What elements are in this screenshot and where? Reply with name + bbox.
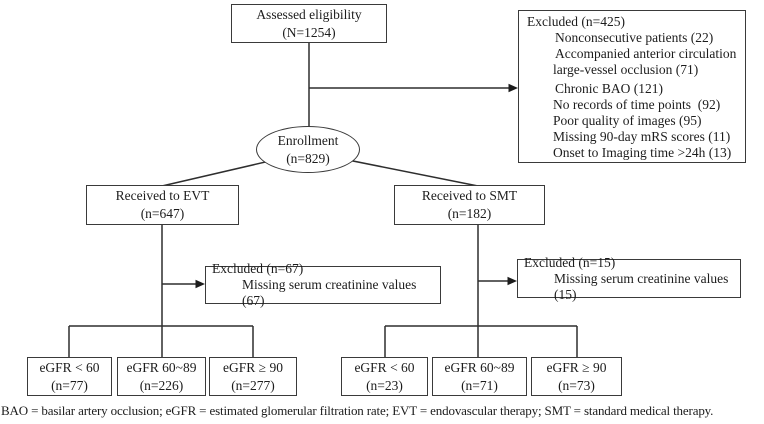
node-received-evt: Received to EVT (n=647) bbox=[86, 185, 239, 225]
smt-title: Received to SMT bbox=[421, 188, 518, 204]
egfr-label: eGFR ≥ 90 bbox=[546, 359, 607, 375]
egfr-count: (n=23) bbox=[366, 377, 403, 393]
egfr-count: (n=77) bbox=[51, 377, 88, 393]
assessed-title: Assessed eligibility bbox=[256, 6, 362, 22]
excluded-screening-title: Excluded (n=425) bbox=[527, 14, 625, 29]
excluded-screening-reason: Accompanied anterior circulation bbox=[555, 46, 737, 61]
assessed-count: (N=1254) bbox=[282, 24, 336, 40]
smt-count: (n=182) bbox=[447, 206, 492, 221]
arrowhead-excluded-screening bbox=[508, 83, 518, 93]
node-egfr-60-89-evt: eGFR 60~89 (n=226) bbox=[117, 357, 206, 396]
egfr-label: eGFR ≥ 90 bbox=[223, 359, 283, 375]
excluded-screening-reason: Nonconsecutive patients (22) bbox=[555, 30, 714, 45]
egfr-label: eGFR < 60 bbox=[354, 359, 415, 375]
egfr-count: (n=71) bbox=[461, 377, 498, 393]
egfr-count: (n=73) bbox=[558, 377, 595, 393]
node-excluded-evt: Excluded (n=67) Missing serum creatinine… bbox=[205, 261, 441, 308]
excluded-screening-reason: large-vessel occlusion (71) bbox=[553, 62, 699, 77]
excluded-screening-reason: Onset to Imaging time >24h (13) bbox=[553, 145, 732, 160]
node-egfr-lt60-smt: eGFR < 60 (n=23) bbox=[341, 357, 428, 396]
egfr-count: (n=226) bbox=[139, 377, 184, 393]
excluded-screening-reason: Chronic BAO (121) bbox=[555, 81, 663, 96]
node-egfr-ge90-smt: eGFR ≥ 90 (n=73) bbox=[531, 357, 622, 396]
evt-count: (n=647) bbox=[140, 206, 185, 221]
egfr-count: (n=277) bbox=[231, 377, 275, 393]
excluded-smt-title: Excluded (n=15) bbox=[524, 254, 616, 270]
node-received-smt: Received to SMT (n=182) bbox=[394, 185, 545, 225]
excluded-smt-reason: Missing serum creatinine values (15) bbox=[554, 270, 732, 302]
arrowhead-excluded-evt bbox=[195, 279, 205, 289]
enrollment-title: Enrollment bbox=[277, 132, 339, 148]
node-assessed-eligibility: Assessed eligibility (N=1254) bbox=[231, 4, 387, 43]
excluded-screening-reason: Missing 90-day mRS scores (11) bbox=[553, 129, 731, 144]
node-egfr-lt60-evt: eGFR < 60 (n=77) bbox=[27, 357, 112, 396]
node-egfr-60-89-smt: eGFR 60~89 (n=71) bbox=[432, 357, 527, 396]
node-excluded-smt: Excluded (n=15) Missing serum creatinine… bbox=[517, 255, 741, 302]
node-excluded-screening: Excluded (n=425) Nonconsecutive patients… bbox=[518, 10, 746, 163]
excluded-screening-reason: No records of time points (92) bbox=[553, 97, 721, 112]
excluded-screening-reason: Poor quality of images (95) bbox=[553, 113, 702, 128]
egfr-label: eGFR 60~89 bbox=[126, 359, 197, 375]
excluded-evt-title: Excluded (n=67) bbox=[212, 261, 304, 276]
node-enrollment: Enrollment (n=829) bbox=[256, 126, 360, 173]
arrowhead-excluded-smt bbox=[507, 276, 517, 286]
abbreviations-footnote: BAO = basilar artery occlusion; eGFR = e… bbox=[1, 403, 714, 418]
egfr-label: eGFR 60~89 bbox=[444, 359, 515, 375]
egfr-label: eGFR < 60 bbox=[39, 359, 100, 375]
evt-title: Received to EVT bbox=[115, 188, 210, 204]
enrollment-count: (n=829) bbox=[286, 150, 330, 166]
excluded-evt-reason: Missing serum creatinine values (67) bbox=[242, 277, 420, 308]
node-egfr-ge90-evt: eGFR ≥ 90 (n=277) bbox=[209, 357, 297, 396]
